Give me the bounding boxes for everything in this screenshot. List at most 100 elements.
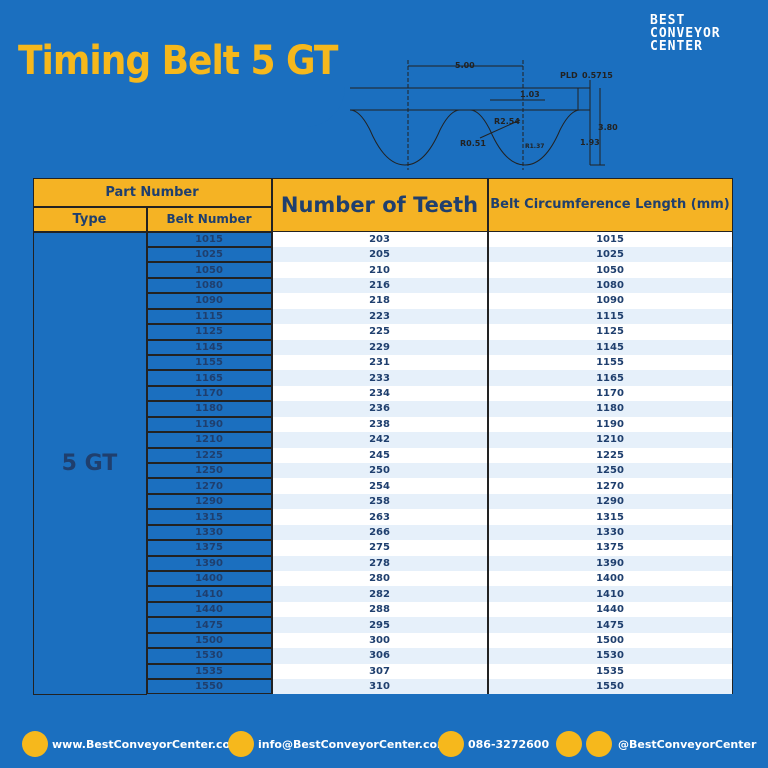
header-cell: Belt Number xyxy=(146,206,272,232)
table-cell: 1165 xyxy=(487,370,733,386)
table-cell: 1015 xyxy=(487,231,733,247)
table-cell: 1080 xyxy=(146,277,272,294)
logo-line: CENTER xyxy=(650,39,703,54)
title: Timing Belt 5 GT xyxy=(18,38,338,84)
table-cell: 1210 xyxy=(146,432,272,448)
table-cell: 1400 xyxy=(146,571,272,587)
dim-label: 0.5715 xyxy=(582,71,613,80)
website[interactable]: www.BestConveyorCenter.com xyxy=(52,738,242,751)
social[interactable]: @BestConveyorCenter xyxy=(618,738,757,751)
table-cell: 1180 xyxy=(146,401,272,417)
table-cell: 205 xyxy=(271,246,488,263)
table-cell: 1025 xyxy=(146,246,272,263)
header-cell: Part Number xyxy=(32,177,272,207)
table-cell: 218 xyxy=(271,293,488,309)
table-cell: 1535 xyxy=(487,663,733,680)
table-cell: 1190 xyxy=(146,416,272,433)
table-cell: 254 xyxy=(271,478,488,494)
dim-label: 1.03 xyxy=(520,90,540,99)
table-cell: 1440 xyxy=(146,601,272,618)
table-cell: 266 xyxy=(271,524,488,541)
table-cell: 1080 xyxy=(487,277,733,294)
table-cell: 1315 xyxy=(146,509,272,525)
table-cell: 1390 xyxy=(146,555,272,572)
table-cell: 1530 xyxy=(487,648,733,664)
line-icon xyxy=(586,731,612,757)
table-cell: 1115 xyxy=(487,308,733,325)
table-cell: 1090 xyxy=(146,293,272,309)
email[interactable]: info@BestConveyorCenter.com xyxy=(258,738,449,751)
table-cell: 223 xyxy=(271,308,488,325)
table-cell: 216 xyxy=(271,277,488,294)
dim-label: 1.93 xyxy=(580,138,600,147)
table-cell: 1170 xyxy=(146,385,272,402)
table-cell: 282 xyxy=(271,586,488,602)
phone[interactable]: 086-3272600 xyxy=(468,738,550,751)
table-cell: 225 xyxy=(271,324,488,340)
table-cell: 295 xyxy=(271,617,488,633)
table-cell: 1550 xyxy=(487,679,733,695)
table-cell: 1210 xyxy=(487,432,733,448)
table-cell: 280 xyxy=(271,571,488,587)
header-cell: Type xyxy=(32,206,147,232)
table-cell: 1170 xyxy=(487,385,733,402)
table-cell: 1050 xyxy=(487,262,733,278)
title-tab xyxy=(0,0,345,127)
table-cell: 1115 xyxy=(146,308,272,325)
table-cell: 234 xyxy=(271,385,488,402)
table-cell: 1270 xyxy=(487,478,733,494)
type-cell: 5 GT xyxy=(32,231,147,695)
table-cell: 1500 xyxy=(487,632,733,649)
table-cell: 238 xyxy=(271,416,488,433)
table-cell: 229 xyxy=(271,339,488,355)
table-cell: 1530 xyxy=(146,648,272,664)
table: Part Number Type Belt Number Number of Teet… xyxy=(32,177,733,695)
table-cell: 1270 xyxy=(146,478,272,494)
table-cell: 1410 xyxy=(146,586,272,602)
logo: BEST CONVEYOR CENTER xyxy=(650,14,721,53)
table-cell: 1290 xyxy=(146,493,272,510)
table-cell: 1125 xyxy=(487,324,733,340)
table-cell: 1535 xyxy=(146,663,272,680)
table-cell: 1025 xyxy=(487,246,733,263)
dim-label: 3.80 xyxy=(598,123,618,132)
table-cell: 1155 xyxy=(487,354,733,371)
table-cell: 300 xyxy=(271,632,488,649)
table-cell: 306 xyxy=(271,648,488,664)
table-cell: 1315 xyxy=(487,509,733,525)
table-cell: 1090 xyxy=(487,293,733,309)
table-cell: 1550 xyxy=(146,679,272,695)
web-icon xyxy=(22,731,48,757)
table-cell: 231 xyxy=(271,354,488,371)
table-cell: 1180 xyxy=(487,401,733,417)
table-cell: 1375 xyxy=(487,540,733,556)
logo-line: CONVEYOR xyxy=(650,26,721,41)
logo-line: BEST xyxy=(650,13,686,28)
table-cell: 203 xyxy=(271,231,488,247)
header-cell: Number of Teeth xyxy=(271,177,488,232)
table-cell: 1400 xyxy=(487,571,733,587)
table-cell: 250 xyxy=(271,463,488,479)
dim-label: PLD xyxy=(560,71,578,80)
table-cell: 1440 xyxy=(487,601,733,618)
table-cell: 1050 xyxy=(146,262,272,278)
table-cell: 310 xyxy=(271,679,488,695)
table-cell: 1410 xyxy=(487,586,733,602)
table-cell: 1165 xyxy=(146,370,272,386)
table-cell: 1500 xyxy=(146,632,272,649)
table-cell: 263 xyxy=(271,509,488,525)
table-cell: 1190 xyxy=(487,416,733,433)
table-cell: 1475 xyxy=(146,617,272,633)
table-cell: 275 xyxy=(271,540,488,556)
header-cell: Belt Circumference Length (mm) xyxy=(487,177,733,232)
table-cell: 1330 xyxy=(487,524,733,541)
table-cell: 288 xyxy=(271,601,488,618)
phone-icon xyxy=(438,731,464,757)
table-cell: 1375 xyxy=(146,540,272,556)
table-cell: 1125 xyxy=(146,324,272,340)
table-cell: 1250 xyxy=(146,463,272,479)
table-cell: 1290 xyxy=(487,493,733,510)
table-cell: 1225 xyxy=(487,447,733,463)
table-cell: 1250 xyxy=(487,463,733,479)
